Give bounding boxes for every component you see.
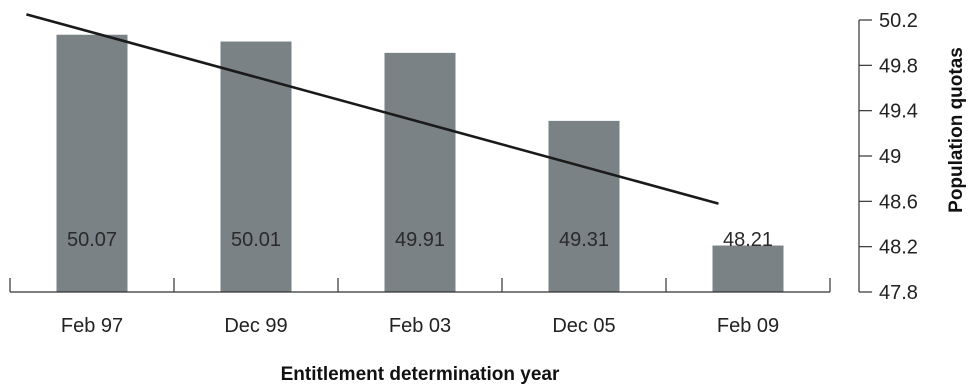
bar-data-label: 49.91 bbox=[395, 229, 445, 251]
bar-dec-99 bbox=[220, 41, 292, 293]
bar-dec-05 bbox=[548, 120, 620, 292]
x-axis-title: Entitlement determination year bbox=[281, 364, 560, 385]
y-tick-label: 49.8 bbox=[879, 55, 918, 77]
y-tick-label: 49 bbox=[879, 146, 901, 168]
x-tick-label: Feb 97 bbox=[61, 315, 123, 337]
y-tick-label: 50.2 bbox=[879, 10, 918, 32]
x-tick-label: Feb 03 bbox=[389, 315, 451, 337]
bar-data-label: 49.31 bbox=[559, 229, 609, 251]
trendline-layer bbox=[26, 13, 719, 205]
y-tick-label: 48.6 bbox=[879, 191, 918, 213]
bar-data-label: 50.01 bbox=[231, 229, 281, 251]
x-tick-label: Dec 99 bbox=[224, 315, 287, 337]
y-tick-label: 48.2 bbox=[879, 237, 918, 259]
y-tick-label: 49.4 bbox=[879, 101, 918, 123]
bars-layer: 50.07 50.01 49.91 49.31 48.21 bbox=[56, 34, 784, 293]
x-tick-label: Dec 05 bbox=[552, 315, 615, 337]
bar-data-label: 50.07 bbox=[67, 229, 117, 251]
x-tick-label: Feb 09 bbox=[717, 315, 779, 337]
x-axis: Feb 97 Dec 99 Feb 03 Dec 05 Feb 09 bbox=[9, 278, 831, 337]
bar-data-label: 48.21 bbox=[723, 229, 773, 251]
y-tick-label: 47.8 bbox=[879, 282, 918, 304]
bar-feb-09 bbox=[712, 245, 784, 292]
y-axis: 47.8 48.2 48.6 49 49.4 49.8 50.2 bbox=[858, 10, 918, 304]
bar-feb-97 bbox=[56, 34, 128, 292]
trendline bbox=[26, 13, 719, 205]
bar-feb-03 bbox=[384, 52, 456, 292]
y-axis-title: Population quotas bbox=[946, 47, 967, 213]
